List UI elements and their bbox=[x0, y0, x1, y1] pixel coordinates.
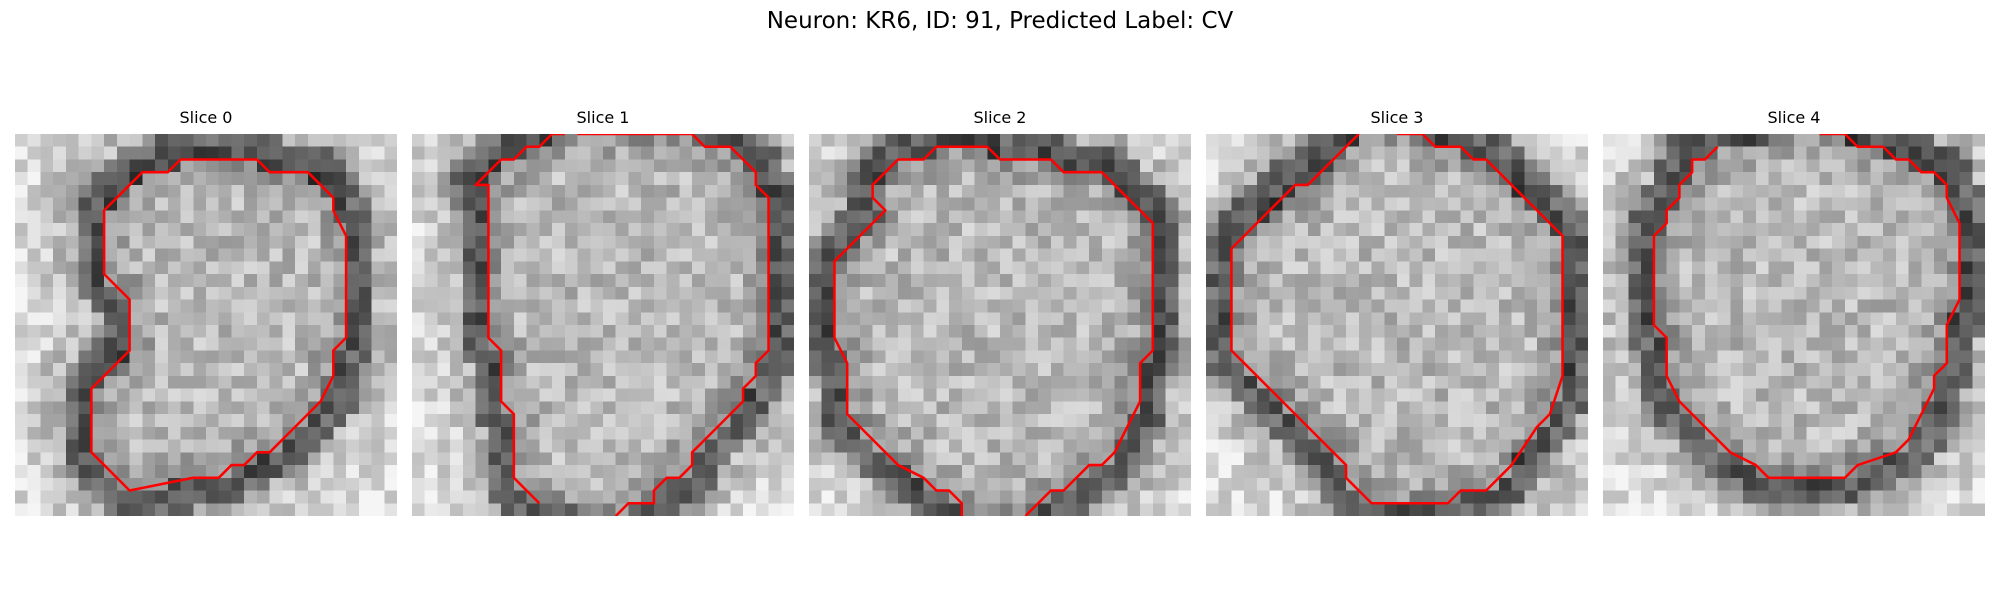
slice-title: Slice 3 bbox=[1370, 108, 1424, 127]
pixel-grid bbox=[1206, 134, 1588, 516]
slice-image bbox=[809, 134, 1191, 516]
pixel-grid bbox=[412, 134, 794, 516]
slice-image bbox=[1206, 134, 1588, 516]
contour-line bbox=[474, 134, 565, 505]
slice-title: Slice 4 bbox=[1767, 108, 1821, 127]
slice-title: Slice 2 bbox=[973, 108, 1027, 127]
slice-image bbox=[1603, 134, 1985, 516]
contour-line bbox=[833, 145, 1155, 516]
contour-line bbox=[1652, 134, 1961, 480]
slice-image bbox=[15, 134, 397, 516]
contour-line bbox=[1230, 134, 1564, 505]
slice-panel-1: Slice 1 bbox=[412, 108, 794, 528]
contour-line bbox=[90, 158, 348, 492]
slice-panel-3: Slice 3 bbox=[1206, 108, 1588, 528]
contour-line bbox=[577, 134, 770, 516]
slice-image bbox=[412, 134, 794, 516]
figure-title: Neuron: KR6, ID: 91, Predicted Label: CV bbox=[766, 8, 1234, 34]
pixel-grid bbox=[809, 134, 1191, 516]
slice-title: Slice 1 bbox=[576, 108, 630, 127]
slice-panel-2: Slice 2 bbox=[809, 108, 1191, 528]
slice-panel-4: Slice 4 bbox=[1603, 108, 1985, 528]
slice-panel-0: Slice 0 bbox=[15, 108, 397, 528]
pixel-grid bbox=[1603, 134, 1985, 516]
pixel-grid bbox=[15, 134, 397, 516]
slice-title: Slice 0 bbox=[179, 108, 233, 127]
